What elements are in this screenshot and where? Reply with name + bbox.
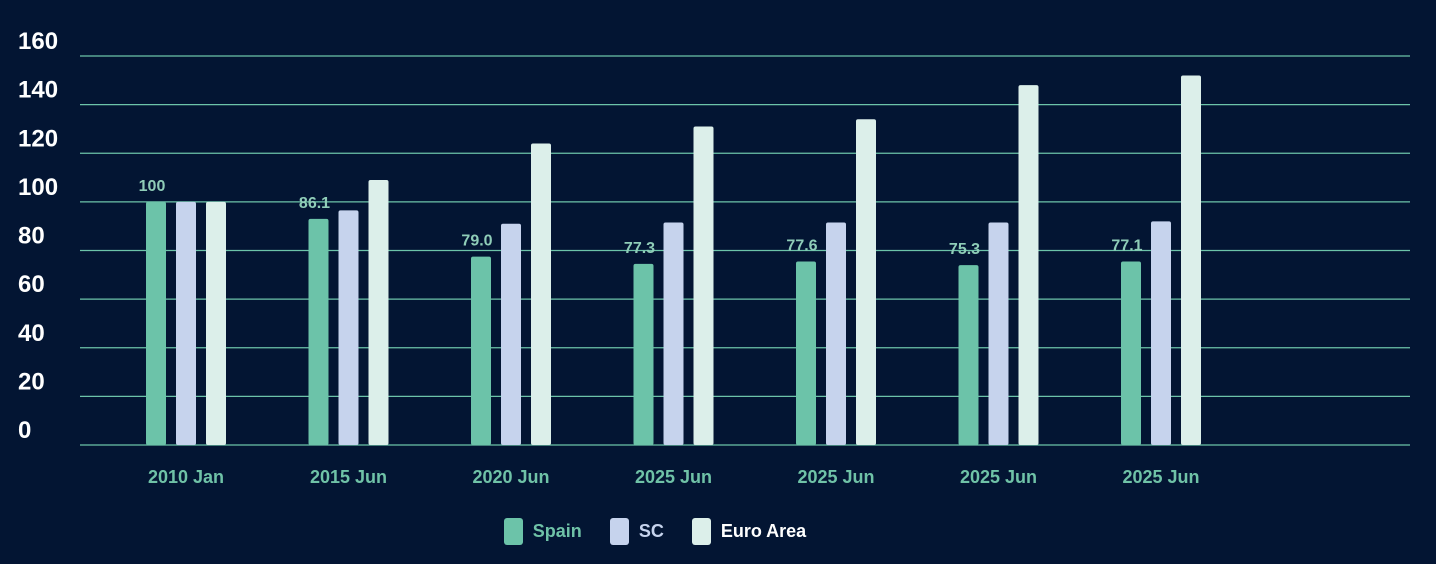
bar-euro-area-6 (1181, 75, 1201, 445)
bar-spain-5 (958, 265, 979, 445)
bar-euro-area-0 (206, 201, 226, 445)
legend-item-sc: SC (609, 518, 664, 545)
bar-spain-4 (796, 261, 816, 445)
x-tick-label: 2025 Jun (960, 467, 1037, 487)
x-tick-label: 2020 Jun (472, 467, 549, 487)
data-label-spain-3: 77.3 (624, 240, 655, 257)
legend-swatch-euro-area (691, 518, 711, 545)
y-tick-label: 40 (18, 320, 45, 347)
y-tick-label: 0 (18, 417, 31, 444)
bar-sc-2 (501, 223, 521, 445)
x-tick-label: 2015 Jun (310, 467, 387, 487)
x-tick-label: 2025 Jun (635, 467, 712, 487)
bar-spain-6 (1121, 261, 1141, 445)
x-tick-label: 2025 Jun (797, 467, 874, 487)
legend-label-spain: Spain (532, 521, 582, 541)
data-label-spain-6: 77.1 (1111, 237, 1142, 254)
bar-sc-5 (988, 222, 1009, 445)
bar-spain-2 (471, 256, 491, 445)
y-tick-label: 60 (18, 271, 45, 298)
x-tick-label: 2025 Jun (1122, 467, 1199, 487)
legend-item-euro-area: Euro Area (691, 518, 807, 545)
data-label-spain-2: 79.0 (461, 233, 492, 250)
legend-swatch-sc (609, 518, 629, 545)
data-label-spain-1: 86.1 (299, 195, 330, 212)
bar-euro-area-5 (1018, 85, 1039, 446)
data-label-spain-4: 77.6 (786, 237, 817, 254)
bar-sc-6 (1151, 221, 1171, 445)
data-label-spain-5: 75.3 (949, 241, 980, 258)
data-label-spain-0: 100 (139, 178, 166, 195)
bar-sc-4 (826, 222, 846, 445)
bar-spain-0 (146, 201, 166, 445)
bar-chart-plot: 0 20 40 60 80 100 120 140 160 100 2010 Jan 86.1 2015… (18, 28, 1410, 487)
y-tick-label: 160 (18, 28, 58, 55)
bar-euro-area-4 (856, 119, 876, 446)
y-tick-label: 20 (18, 368, 45, 395)
bar-euro-area-1 (368, 179, 389, 445)
y-tick-label: 100 (18, 174, 58, 201)
legend-item-spain: Spain (503, 518, 582, 545)
legend-swatch-spain (503, 518, 523, 545)
bar-sc-0 (176, 201, 196, 445)
bar-euro-area-2 (531, 143, 551, 445)
bar-sc-3 (663, 222, 684, 445)
bar-euro-area-3 (693, 126, 714, 445)
bar-spain-1 (308, 218, 329, 445)
bar-sc-1 (338, 210, 359, 445)
legend-label-sc: SC (638, 521, 664, 541)
bar-spain-3 (633, 263, 654, 445)
y-tick-label: 80 (18, 223, 45, 250)
y-tick-label: 120 (18, 125, 58, 152)
y-tick-label: 140 (18, 77, 58, 104)
legend-label-euro-area: Euro Area (720, 521, 807, 541)
x-tick-label: 2010 Jan (148, 467, 224, 487)
legend: Spain SC Euro Area (0, 518, 1310, 545)
